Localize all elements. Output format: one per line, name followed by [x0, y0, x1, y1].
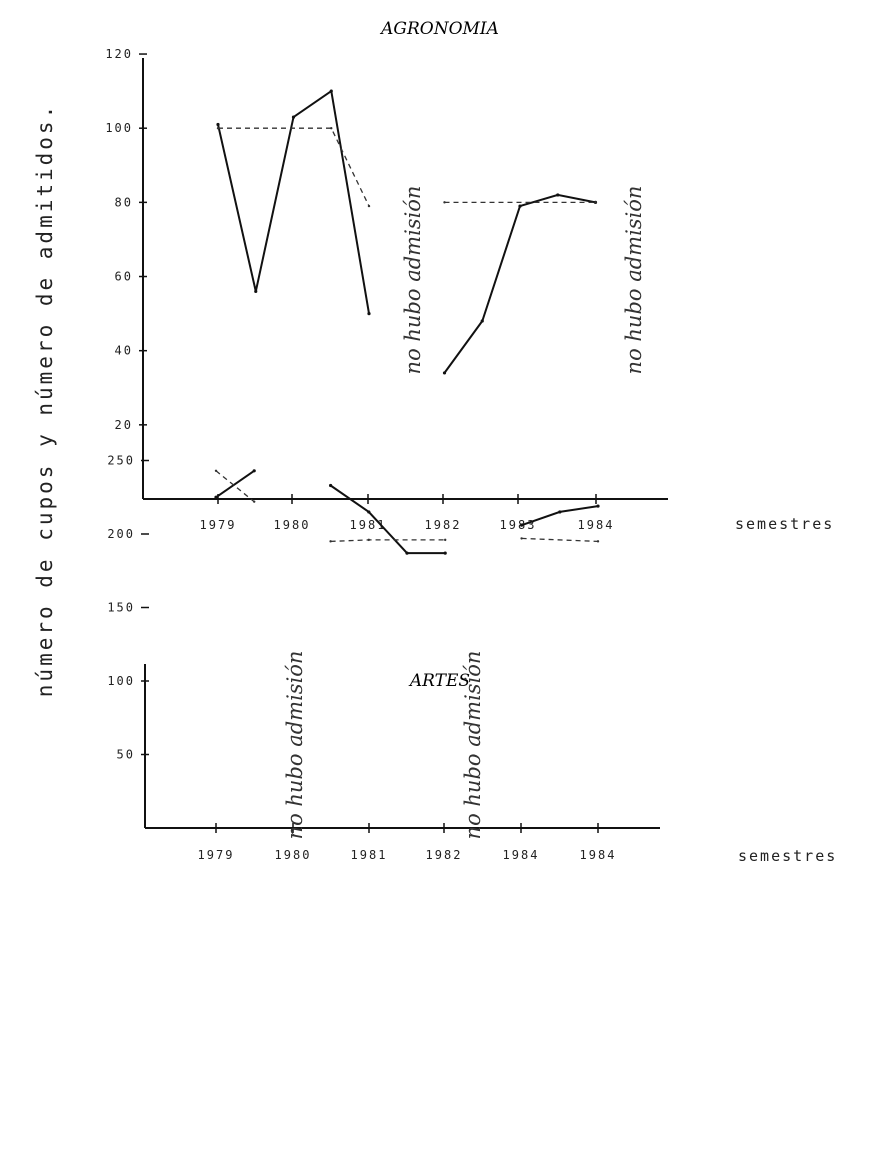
y-axis-label: número de cupos y número de admitidos.: [33, 103, 57, 697]
y-tick-label: 80: [115, 195, 133, 209]
x-tick-label: 1984: [580, 848, 617, 862]
data-point-cupos: [367, 204, 371, 208]
x-tick-label: 1982: [426, 848, 463, 862]
series-line-cupos: [218, 127, 370, 207]
annotation-no-admission: no hubo admisión: [461, 651, 485, 840]
x-tick-label: 1979: [198, 848, 235, 862]
chart-title: AGRONOMIA: [379, 19, 499, 39]
y-tick-label: 20: [115, 418, 133, 432]
series-line-cupos: [330, 539, 446, 543]
chart-title: ARTES: [408, 671, 470, 691]
x-axis-label: semestres: [735, 515, 834, 533]
y-tick-label: 100: [107, 674, 135, 688]
data-point-cupos: [594, 201, 597, 204]
data-point-admitidos: [367, 510, 371, 514]
annotation-no-admission: no hubo admisión: [401, 186, 425, 375]
chart-artes: ARTES 1979 1980 1981 1982 1984 1984 50 100 150 200…: [107, 454, 837, 866]
annotation-no-admission: no hubo admisión: [283, 651, 307, 840]
series-line-admitidos: [443, 193, 596, 374]
y-tick-label: 150: [107, 601, 135, 615]
data-point-admitidos: [558, 510, 562, 514]
x-tick-label: 1984: [578, 518, 615, 532]
data-point-admitidos: [596, 504, 600, 508]
y-tick-label: 120: [105, 47, 133, 61]
data-point-admitidos: [254, 289, 258, 293]
data-point-admitidos: [291, 115, 296, 119]
data-point-admitidos: [520, 523, 524, 527]
x-tick-label: 1983: [500, 518, 537, 532]
y-tick-label: 40: [115, 344, 133, 358]
data-point-admitidos: [214, 495, 218, 499]
y-tick-label: 100: [105, 121, 133, 135]
x-tick-label: 1981: [350, 518, 387, 532]
data-point-admitidos: [556, 193, 560, 197]
x-tick-label: 1980: [275, 848, 312, 862]
data-point-admitidos: [252, 469, 256, 473]
data-point-admitidos: [518, 204, 522, 208]
y-tick-label: 60: [115, 270, 133, 284]
y-tick-label: 250: [107, 454, 135, 468]
x-tick-label: 1981: [351, 848, 388, 862]
data-point-cupos: [329, 540, 332, 543]
x-tick-label: 1980: [274, 518, 311, 532]
series-line-cupos: [215, 470, 255, 503]
data-point-cupos: [367, 538, 370, 542]
data-point-admitidos: [405, 551, 409, 555]
data-point-admitidos: [329, 483, 333, 488]
series-line-cupos: [521, 537, 599, 543]
data-point-cupos: [520, 537, 523, 540]
series-line-admitidos: [330, 484, 446, 555]
series-line-admitidos: [215, 469, 255, 499]
data-point-admitidos: [442, 371, 447, 375]
x-axis-label: semestres: [738, 847, 837, 865]
data-point-admitidos: [216, 122, 220, 127]
chart-agronomia: AGRONOMIA 1979 1980 1981 1982 1983 1984 20 40 60 8…: [105, 19, 834, 533]
data-point-admitidos: [443, 551, 447, 555]
y-tick-label: 200: [107, 527, 135, 541]
series-line-admitidos: [217, 89, 370, 314]
data-point-admitidos: [367, 312, 371, 316]
data-point-cupos: [216, 127, 220, 130]
y-tick-label: 50: [117, 748, 135, 762]
data-point-cupos: [214, 469, 218, 472]
data-point-cupos: [253, 500, 256, 503]
x-tick-label: 1982: [425, 518, 462, 532]
x-tick-label: 1984: [503, 848, 540, 862]
data-point-cupos: [443, 201, 446, 204]
data-point-admitidos: [329, 89, 333, 93]
x-tick-label: 1979: [200, 518, 237, 532]
data-point-cupos: [596, 540, 600, 543]
data-point-cupos: [330, 127, 333, 130]
data-point-cupos: [444, 538, 447, 542]
data-point-admitidos: [480, 319, 484, 323]
annotation-no-admission: no hubo admisión: [622, 186, 646, 375]
